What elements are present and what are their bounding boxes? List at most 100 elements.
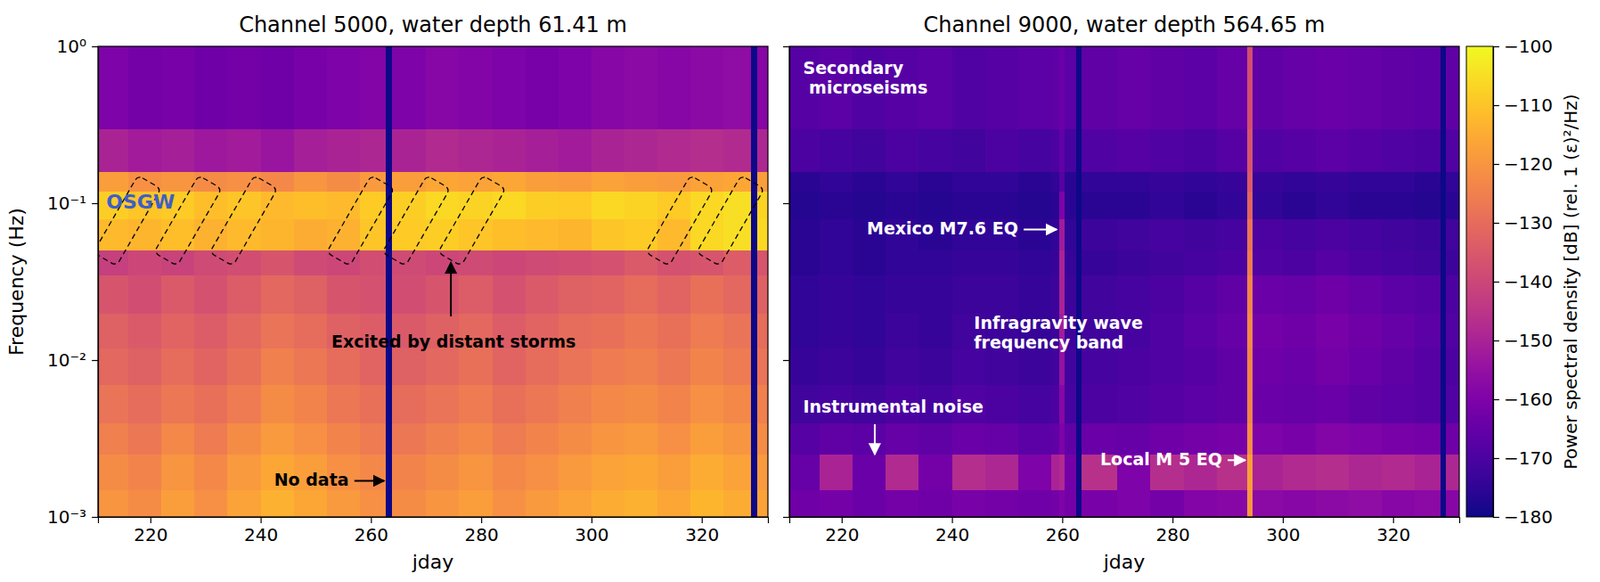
tick-mark <box>1061 516 1063 523</box>
panel: 220240260280300320Channel 9000, water de… <box>783 12 1461 573</box>
heatmap-cell <box>1216 190 1249 219</box>
heatmap-cell <box>326 347 361 385</box>
heatmap-cell <box>1051 218 1061 251</box>
heatmap-cell <box>1348 46 1383 130</box>
heatmap-cell <box>591 250 626 276</box>
heatmap-cell <box>690 489 725 517</box>
heatmap-cell <box>326 128 361 172</box>
heatmap-cell <box>1183 190 1218 219</box>
heatmap-cell <box>128 128 163 172</box>
tick-label: 240 <box>244 523 278 546</box>
heatmap-cell <box>1117 489 1152 517</box>
heatmap-cell <box>591 312 626 349</box>
tick-mark <box>1493 222 1500 224</box>
heatmap-cell <box>1315 46 1350 130</box>
heatmap-cell <box>261 250 295 276</box>
heatmap-cell <box>1414 312 1440 349</box>
heatmap-cell <box>885 128 920 172</box>
heatmap-cell <box>1282 383 1317 423</box>
heatmap-cell <box>326 489 361 517</box>
heatmap-cell <box>918 128 953 172</box>
tick-label: 280 <box>1156 523 1191 546</box>
heatmap-cell <box>591 171 626 191</box>
heatmap-cell <box>1183 250 1218 276</box>
heatmap-cell <box>227 489 262 517</box>
colorbar-title: Power spectral density [dB] (rel. 1 (ε)²… <box>1559 93 1582 469</box>
heatmap-cell <box>819 274 854 313</box>
heatmap-cell <box>1348 250 1383 276</box>
heatmap-cell <box>624 171 659 191</box>
tick: 240 <box>244 516 278 546</box>
heatmap-cell <box>591 190 626 219</box>
tick: −140 <box>1493 270 1553 293</box>
heatmap-cell <box>293 46 328 130</box>
heatmap-cell <box>1247 171 1254 191</box>
heatmap-cell <box>690 128 725 172</box>
heatmap-cell <box>1247 128 1254 172</box>
y-axis-title: Frequency (Hz) <box>5 207 28 356</box>
heatmap-cell <box>458 171 493 191</box>
heatmap-cell <box>1059 489 1066 517</box>
heatmap-cell <box>525 347 560 385</box>
heatmap-cell <box>293 383 328 423</box>
heatmap-cell <box>757 383 768 423</box>
heatmap-cell <box>789 312 821 349</box>
heatmap <box>97 46 768 517</box>
heatmap-cell <box>1381 422 1416 455</box>
tick-mark <box>91 359 98 361</box>
heatmap-cell <box>1064 218 1077 251</box>
heatmap-cell <box>1414 46 1440 130</box>
heatmap-cell <box>128 383 163 423</box>
heatmap-cell <box>690 171 725 191</box>
heatmap-cell <box>1282 454 1317 490</box>
heatmap-cell <box>525 128 560 172</box>
heatmap-cell <box>227 274 262 313</box>
heatmap-cell <box>1051 171 1061 191</box>
heatmap-cell <box>723 454 751 490</box>
heatmap-cell <box>1183 347 1218 385</box>
annotation: Mexico M7.6 EQ <box>866 218 1057 238</box>
heatmap-cell <box>591 218 626 251</box>
annotation: Local M 5 EQ <box>1100 448 1246 469</box>
heatmap-cell <box>690 347 725 385</box>
heatmap-cell <box>1445 312 1460 349</box>
heatmap-cell <box>1381 128 1416 172</box>
heatmap-cell <box>1059 218 1066 251</box>
tick <box>783 516 790 518</box>
heatmap-cell <box>326 274 361 313</box>
heatmap-cell <box>492 128 527 172</box>
heatmap-cell <box>757 128 768 172</box>
heatmap-cell <box>128 274 163 313</box>
heatmap-cell <box>391 190 427 219</box>
heatmap-cell <box>227 171 262 191</box>
heatmap-cell <box>558 274 593 313</box>
heatmap-cell <box>194 312 229 349</box>
heatmap-cell <box>458 383 493 423</box>
heatmap-cell <box>558 347 593 385</box>
heatmap-cell <box>657 128 692 172</box>
tick-mark <box>91 203 98 205</box>
heatmap-cell <box>1252 489 1284 517</box>
axis: 10⁻³10⁻²10⁻¹10⁰ <box>47 35 99 528</box>
heatmap-cell <box>819 347 854 385</box>
heatmap-cell <box>1381 347 1416 385</box>
annotation-line: frequency band <box>973 332 1124 352</box>
heatmap-cell <box>1183 218 1218 251</box>
heatmap-cell <box>293 274 328 313</box>
heatmap-cell <box>1018 46 1053 130</box>
heatmap-cell <box>723 190 751 219</box>
heatmap-cell <box>1247 218 1254 251</box>
plot-frame <box>789 46 1460 517</box>
heatmap-cell <box>525 250 560 276</box>
heatmap-cell <box>458 128 493 172</box>
tick-mark <box>783 359 790 361</box>
heatmap-cell <box>194 454 229 490</box>
colorbar-ramp <box>1466 46 1494 517</box>
heatmap <box>789 46 1460 517</box>
heatmap-cell <box>1216 312 1249 349</box>
heatmap-cell <box>261 46 295 130</box>
tick <box>783 359 790 361</box>
heatmap-cell <box>723 383 751 423</box>
heatmap-cell <box>1252 383 1284 423</box>
heatmap-cell <box>985 190 1020 219</box>
